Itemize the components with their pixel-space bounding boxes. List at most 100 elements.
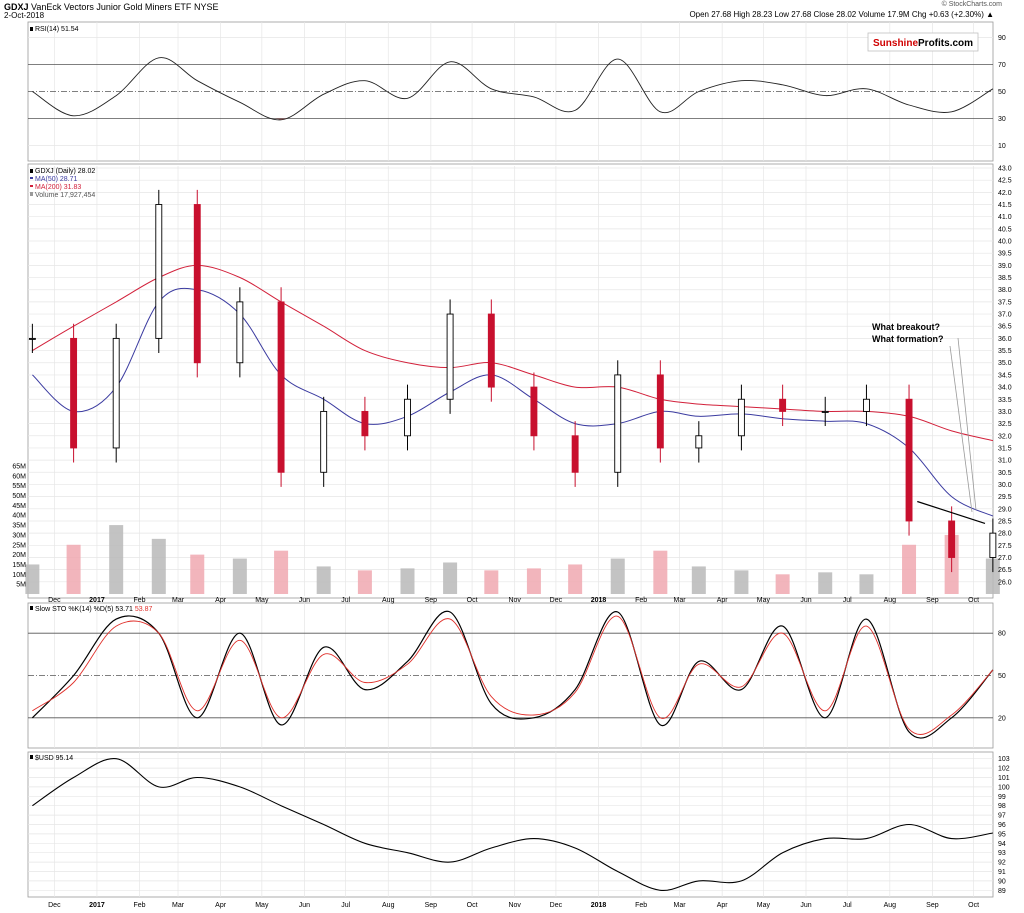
x-tick-label-usd: Feb	[635, 902, 647, 909]
y-tick-label: 37.5	[998, 299, 1012, 306]
y-tick-label: 96	[998, 822, 1006, 829]
legend-ma200: MA(200) 31.83	[35, 184, 81, 191]
y-tick-label: 43.0	[998, 166, 1012, 173]
x-tick-label-price: Sep	[425, 597, 438, 604]
volume-bar	[357, 570, 372, 594]
resistance-trendline	[917, 500, 986, 524]
price-candle-body	[821, 410, 829, 413]
y-tick-label: 93	[998, 850, 1006, 857]
x-tick-label-price: Jun	[299, 597, 310, 604]
y-tick-label: 103	[998, 756, 1010, 763]
price-candle-body	[905, 398, 913, 522]
legend-swatch-stochastic	[30, 606, 33, 610]
x-tick-label-usd: Dec	[550, 902, 563, 909]
price-candle-body	[155, 204, 163, 339]
x-tick-label-usd: Nov	[508, 902, 521, 909]
x-tick-label-price: Oct	[968, 597, 979, 604]
y-tick-label: 50	[998, 673, 1006, 680]
chart-date: 2-Oct-2018	[4, 11, 45, 20]
sunshine-profits-logo: SunshineProfits.com	[867, 32, 979, 52]
volume-tick-label: 60M	[12, 473, 26, 480]
y-tick-label: 89	[998, 888, 1006, 895]
x-tick-label-usd: 2017	[89, 902, 105, 909]
x-tick-label-usd: 2018	[591, 902, 607, 909]
x-tick-label-price: Aug	[884, 597, 897, 604]
x-tick-label-price: Aug	[382, 597, 395, 604]
legend-stochastic-k: Slow STO %K(14) %D(5) 53.71	[35, 606, 135, 613]
ticker-title: GDXJ VanEck Vectors Junior Gold Miners E…	[4, 2, 218, 12]
y-tick-label: 34.5	[998, 372, 1012, 379]
y-tick-label: 35.0	[998, 360, 1012, 367]
x-tick-label-price: Mar	[172, 597, 185, 604]
legend-stochastic: Slow STO %K(14) %D(5) 53.71 53.87	[35, 606, 152, 613]
legend-rsi: RSI(14) 51.54	[35, 26, 79, 33]
y-tick-label: 30.0	[998, 482, 1012, 489]
y-tick-label: 70	[998, 62, 1006, 69]
volume-bar	[190, 554, 205, 594]
price-candle-body	[862, 398, 870, 412]
volume-bar	[526, 568, 541, 594]
price-candle-body	[236, 301, 244, 364]
volume-bar	[859, 574, 874, 594]
x-tick-label-price: May	[255, 597, 269, 604]
x-tick-label-usd: Jun	[800, 902, 811, 909]
y-tick-label: 28.0	[998, 531, 1012, 538]
x-tick-label-price: Mar	[674, 597, 687, 604]
volume-bar	[568, 564, 583, 594]
price-candle-body	[361, 410, 369, 437]
svg-text:SunshineProfits.com: SunshineProfits.com	[873, 38, 973, 49]
y-tick-label: 80	[998, 631, 1006, 638]
y-tick-label: 33.0	[998, 409, 1012, 416]
legend-ma50: MA(50) 28.71	[35, 176, 78, 183]
volume-bar	[66, 544, 81, 594]
y-tick-label: 32.5	[998, 421, 1012, 428]
volume-tick-label: 55M	[12, 483, 26, 490]
y-tick-label: 10	[998, 143, 1006, 150]
price-candle-body	[487, 313, 495, 388]
y-tick-label: 50	[998, 89, 1006, 96]
x-tick-label-price: 2018	[591, 597, 607, 604]
axis-layer: Dec Dec 2017 2017 Feb Feb Mar Mar Apr Apr May May Ju…	[12, 35, 1011, 909]
volume-tick-label: 10M	[12, 572, 26, 579]
legend-price: GDXJ (Daily) 28.02	[35, 168, 95, 175]
price-candle-body	[695, 435, 703, 449]
y-tick-label: 90	[998, 35, 1006, 42]
series-layer	[25, 57, 1000, 891]
volume-bar	[653, 550, 668, 594]
price-candle-body	[404, 398, 411, 437]
x-tick-label-price: Feb	[134, 597, 146, 604]
volume-bar	[484, 570, 499, 594]
x-tick-label-usd: Jul	[843, 902, 852, 909]
volume-bar	[775, 574, 790, 594]
volume-bar	[734, 570, 749, 594]
quote-summary: Open 27.68 High 28.23 Low 27.68 Close 28…	[689, 10, 994, 19]
volume-bar	[818, 572, 833, 594]
y-tick-label: 31.5	[998, 445, 1012, 452]
x-tick-label-usd: Feb	[134, 902, 146, 909]
y-tick-label: 27.5	[998, 543, 1012, 550]
volume-bar	[985, 558, 1000, 594]
y-tick-label: 36.5	[998, 324, 1012, 331]
ticker-exchange: NYSE	[193, 2, 219, 12]
x-tick-label-price: Feb	[635, 597, 647, 604]
y-tick-label: 94	[998, 841, 1006, 848]
volume-bar	[691, 566, 706, 594]
x-tick-label-price: 2017	[89, 597, 105, 604]
x-tick-label-usd: Mar	[172, 902, 185, 909]
legend-volume: Volume 17,927,454	[35, 192, 95, 199]
y-tick-label: 39.0	[998, 263, 1012, 270]
volume-tick-label: 15M	[12, 562, 26, 569]
x-tick-label-usd: Jul	[341, 902, 350, 909]
price-candle-body	[989, 532, 997, 558]
price-candle-body	[779, 398, 787, 412]
x-tick-label-price: Sep	[926, 597, 939, 604]
volume-bar	[316, 566, 331, 594]
x-tick-label-usd: Jun	[299, 902, 310, 909]
y-tick-label: 40.0	[998, 239, 1012, 246]
price-candle-body	[737, 398, 745, 437]
x-tick-label-usd: Oct	[968, 902, 979, 909]
price-candle-body	[277, 301, 285, 473]
y-tick-label: 38.0	[998, 287, 1012, 294]
annotation-line-1: What breakout?	[872, 322, 940, 332]
